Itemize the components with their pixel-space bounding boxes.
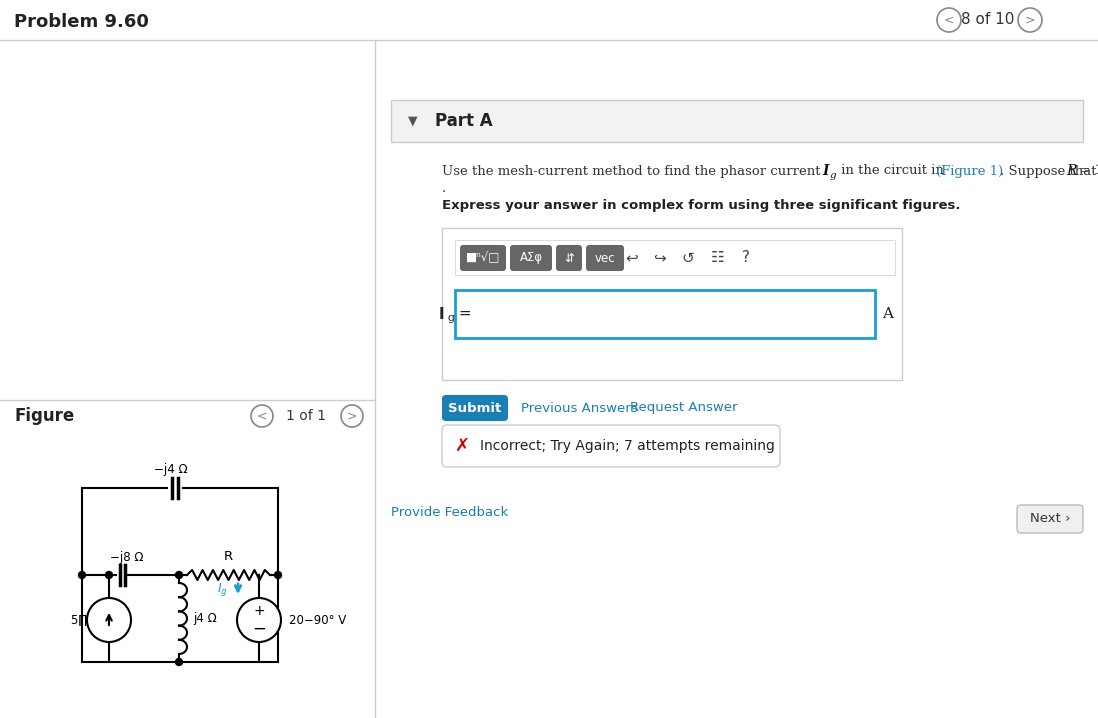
Text: g: g bbox=[447, 313, 453, 323]
Text: ?: ? bbox=[742, 251, 750, 266]
Circle shape bbox=[1018, 8, 1042, 32]
Text: ■ⁿ√□: ■ⁿ√□ bbox=[466, 251, 501, 264]
Text: <: < bbox=[944, 14, 954, 27]
Text: >: > bbox=[347, 409, 357, 422]
Bar bbox=[455, 290, 875, 338]
Text: <: < bbox=[257, 409, 267, 422]
Text: Request Answer: Request Answer bbox=[630, 401, 738, 414]
Text: $I_g$: $I_g$ bbox=[217, 580, 228, 597]
Text: ▼: ▼ bbox=[408, 114, 418, 128]
Text: I: I bbox=[822, 164, 829, 178]
Text: ✗: ✗ bbox=[455, 437, 470, 455]
Text: Provide Feedback: Provide Feedback bbox=[391, 506, 508, 520]
Text: Problem 9.60: Problem 9.60 bbox=[14, 13, 149, 31]
Text: +: + bbox=[254, 604, 265, 618]
Circle shape bbox=[251, 405, 273, 427]
Text: ↺: ↺ bbox=[682, 251, 694, 266]
FancyBboxPatch shape bbox=[586, 245, 624, 271]
Bar bbox=[391, 100, 1083, 142]
Circle shape bbox=[176, 658, 182, 666]
Text: ↪: ↪ bbox=[653, 251, 666, 266]
FancyBboxPatch shape bbox=[442, 395, 508, 421]
Circle shape bbox=[176, 572, 182, 579]
Text: Figure: Figure bbox=[14, 407, 75, 425]
Text: = 18  Ω: = 18 Ω bbox=[1075, 164, 1098, 177]
Text: j4 Ω: j4 Ω bbox=[193, 612, 216, 625]
Circle shape bbox=[341, 405, 363, 427]
Text: =: = bbox=[453, 307, 472, 322]
Text: AΣφ: AΣφ bbox=[519, 251, 542, 264]
FancyBboxPatch shape bbox=[1017, 505, 1083, 533]
Text: Incorrect; Try Again; 7 attempts remaining: Incorrect; Try Again; 7 attempts remaini… bbox=[480, 439, 775, 453]
Text: vec: vec bbox=[595, 251, 615, 264]
FancyBboxPatch shape bbox=[442, 425, 780, 467]
Text: Next ›: Next › bbox=[1030, 513, 1071, 526]
Text: .: . bbox=[442, 182, 446, 195]
Text: . Suppose that: . Suppose that bbox=[1000, 164, 1098, 177]
Text: R: R bbox=[1066, 164, 1076, 178]
Text: 20−90° V: 20−90° V bbox=[289, 613, 346, 627]
Text: Use the mesh-current method to find the phasor current: Use the mesh-current method to find the … bbox=[442, 166, 825, 179]
Text: 1 of 1: 1 of 1 bbox=[285, 409, 326, 423]
Text: Submit: Submit bbox=[448, 401, 502, 414]
Text: −: − bbox=[253, 620, 266, 638]
Text: (Figure 1): (Figure 1) bbox=[935, 164, 1004, 177]
Text: −j8 Ω: −j8 Ω bbox=[110, 551, 144, 564]
Text: $\mathbf{I}$: $\mathbf{I}$ bbox=[438, 306, 444, 322]
Text: ⇵: ⇵ bbox=[564, 251, 574, 264]
Circle shape bbox=[937, 8, 961, 32]
Text: −j4 Ω: −j4 Ω bbox=[154, 464, 188, 477]
Text: Express your answer in complex form using three significant figures.: Express your answer in complex form usin… bbox=[442, 200, 961, 213]
Text: in the circuit in: in the circuit in bbox=[837, 164, 949, 177]
Text: Previous Answers: Previous Answers bbox=[520, 401, 638, 414]
Circle shape bbox=[237, 598, 281, 642]
Circle shape bbox=[78, 572, 86, 579]
Text: 5∏0° A: 5∏0° A bbox=[71, 613, 112, 627]
Text: Part A: Part A bbox=[435, 112, 493, 130]
Text: g: g bbox=[830, 170, 837, 180]
Bar bbox=[442, 228, 901, 380]
Text: 8 of 10: 8 of 10 bbox=[962, 12, 1015, 27]
Circle shape bbox=[274, 572, 281, 579]
FancyBboxPatch shape bbox=[509, 245, 552, 271]
FancyBboxPatch shape bbox=[556, 245, 582, 271]
Bar bbox=[455, 240, 895, 275]
Text: ↩: ↩ bbox=[626, 251, 638, 266]
Text: >: > bbox=[1024, 14, 1035, 27]
Text: ☷: ☷ bbox=[712, 251, 725, 266]
Text: R: R bbox=[224, 551, 233, 564]
Circle shape bbox=[87, 598, 131, 642]
Text: A: A bbox=[883, 307, 894, 321]
FancyBboxPatch shape bbox=[460, 245, 506, 271]
Circle shape bbox=[105, 572, 112, 579]
